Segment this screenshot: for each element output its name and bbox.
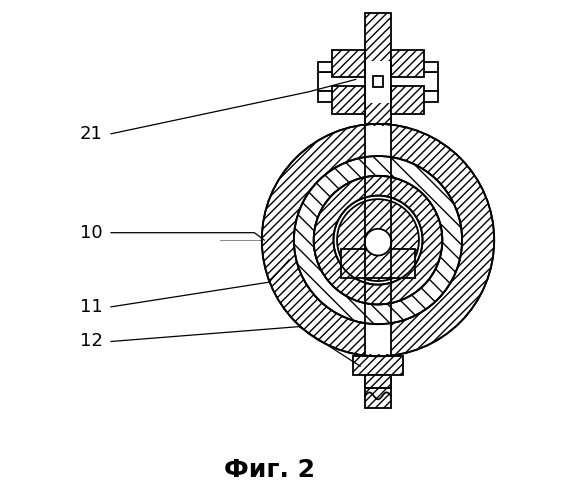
Bar xyxy=(391,86,424,114)
Bar xyxy=(318,62,438,72)
Bar xyxy=(373,76,383,88)
Circle shape xyxy=(334,196,423,284)
Bar xyxy=(365,12,391,408)
Circle shape xyxy=(314,176,442,304)
Bar xyxy=(391,50,424,78)
Bar xyxy=(365,126,391,354)
Text: 21: 21 xyxy=(80,125,103,143)
Circle shape xyxy=(294,156,462,324)
Circle shape xyxy=(337,199,419,281)
Bar xyxy=(318,72,438,92)
Bar xyxy=(365,61,391,102)
Bar xyxy=(365,375,391,388)
Bar xyxy=(332,86,365,114)
Text: Фиг. 2: Фиг. 2 xyxy=(224,458,315,482)
Circle shape xyxy=(314,176,442,304)
Text: 10: 10 xyxy=(80,224,102,242)
Bar xyxy=(318,92,438,102)
Bar xyxy=(365,102,391,124)
Bar xyxy=(332,50,365,78)
Text: 11: 11 xyxy=(80,298,103,316)
Bar xyxy=(353,356,403,375)
Circle shape xyxy=(294,156,462,324)
Bar xyxy=(341,249,414,278)
Circle shape xyxy=(262,124,494,356)
Circle shape xyxy=(365,229,391,256)
Text: 12: 12 xyxy=(80,332,103,350)
